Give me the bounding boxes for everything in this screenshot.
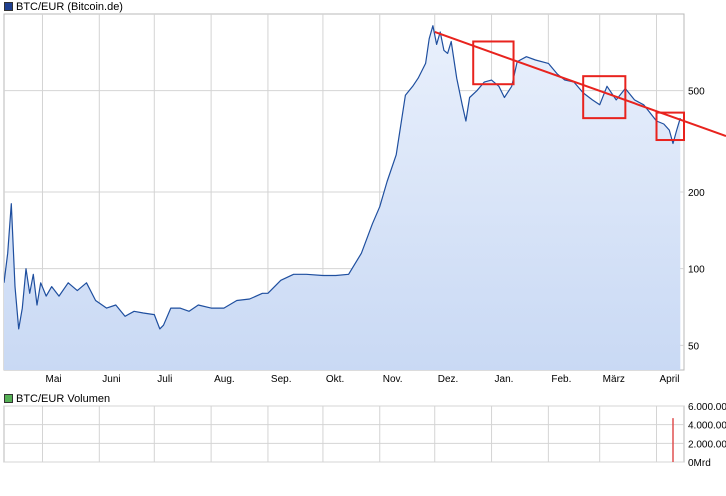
y-tick-label: 200	[688, 188, 705, 199]
volume-legend-swatch	[4, 393, 13, 403]
volume-y-tick-label: 0Mrd	[688, 458, 711, 469]
price-legend: BTC/EUR (Bitcoin.de)	[4, 1, 123, 13]
volume-gridlines	[4, 405, 684, 463]
volume-y-axis: 0Mrd 2.000.00 4.000.00 6.000.00	[688, 402, 726, 469]
price-series	[4, 25, 681, 370]
annotations	[434, 31, 726, 142]
x-tick-label: Juni	[102, 374, 120, 385]
x-tick-label: März	[603, 374, 625, 385]
x-tick-label: Okt.	[326, 374, 344, 385]
x-tick-label: Aug.	[214, 374, 235, 385]
x-tick-label: Feb.	[551, 374, 571, 385]
x-tick-label: Dez.	[438, 374, 459, 385]
y-tick-label: 50	[688, 341, 700, 352]
y-tick-label: 100	[688, 265, 705, 276]
volume-y-tick-label: 6.000.00	[688, 402, 726, 413]
x-tick-label: Mai	[45, 374, 61, 385]
x-tick-label: Juli	[157, 374, 172, 385]
x-tick-label: Sep.	[271, 374, 292, 385]
price-x-axis: Mai Juni Juli Aug. Sep. Okt. Nov. Dez. Jan. Feb. M…	[45, 374, 679, 385]
price-legend-swatch	[4, 1, 13, 11]
volume-plot-area	[3, 405, 685, 463]
price-legend-label: BTC/EUR (Bitcoin.de)	[16, 1, 123, 13]
highlight-box	[472, 40, 515, 86]
y-tick-label: 500	[688, 87, 705, 98]
volume-y-tick-label: 4.000.00	[688, 421, 726, 432]
highlight-box	[582, 75, 627, 120]
price-y-axis: 50 100 200 500	[688, 87, 705, 353]
volume-y-tick-label: 2.000.00	[688, 439, 726, 450]
x-tick-label: Jan.	[495, 374, 514, 385]
volume-legend-label: BTC/EUR Volumen	[16, 393, 111, 405]
x-tick-label: Nov.	[383, 374, 403, 385]
volume-legend: BTC/EUR Volumen	[4, 393, 110, 405]
highlight-box	[655, 111, 685, 142]
price-area	[4, 25, 681, 370]
x-tick-label: April	[660, 374, 680, 385]
price-line	[4, 25, 681, 330]
trendline	[434, 31, 726, 137]
